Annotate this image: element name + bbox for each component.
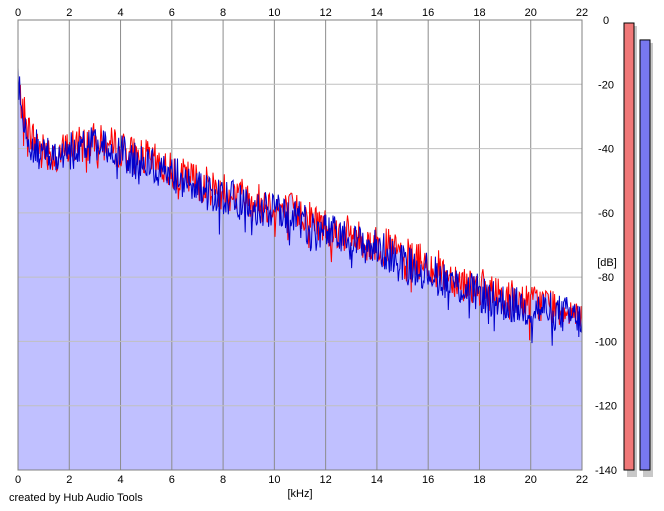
level-meter-bar xyxy=(623,22,635,471)
x-tick-label-top: 14 xyxy=(371,7,383,19)
x-tick-label-top: 6 xyxy=(169,7,175,19)
y-tick-label: -140 xyxy=(595,465,617,477)
x-tick-label-top: 12 xyxy=(320,7,332,19)
x-tick-label-top: 22 xyxy=(576,7,588,19)
level-meter-bar xyxy=(639,39,651,471)
x-tick-label-top: 16 xyxy=(422,7,434,19)
y-tick-label: -120 xyxy=(595,401,617,413)
x-tick-label-top: 18 xyxy=(473,7,485,19)
y-axis-label: [dB] xyxy=(597,257,617,269)
x-tick-label-top: 4 xyxy=(117,7,123,19)
series-blue-line xyxy=(17,67,583,346)
x-tick-label-bottom: 22 xyxy=(576,474,588,486)
x-tick-label-bottom: 10 xyxy=(268,474,280,486)
x-tick-label-top: 2 xyxy=(66,7,72,19)
x-tick-label-bottom: 18 xyxy=(473,474,485,486)
x-tick-label-bottom: 16 xyxy=(422,474,434,486)
plot-border xyxy=(17,19,583,471)
y-tick-label: -100 xyxy=(595,336,617,348)
y-tick-label: -20 xyxy=(598,79,614,91)
x-tick-label-bottom: 8 xyxy=(220,474,226,486)
footer-credit: created by Hub Audio Tools xyxy=(9,492,143,504)
x-tick-label-bottom: 2 xyxy=(66,474,72,486)
x-tick-label-bottom: 4 xyxy=(117,474,123,486)
y-tick-label: -60 xyxy=(598,208,614,220)
x-tick-label-top: 20 xyxy=(525,7,537,19)
x-tick-label-bottom: 14 xyxy=(371,474,383,486)
x-tick-label-top: 0 xyxy=(15,7,21,19)
x-tick-label-top: 8 xyxy=(220,7,226,19)
x-tick-label-bottom: 6 xyxy=(169,474,175,486)
y-tick-label: -40 xyxy=(598,144,614,156)
x-tick-label-bottom: 20 xyxy=(525,474,537,486)
x-axis-label: [kHz] xyxy=(287,488,312,500)
x-tick-label-top: 10 xyxy=(268,7,280,19)
y-tick-label: 0 xyxy=(603,15,609,27)
x-tick-label-bottom: 0 xyxy=(15,474,21,486)
x-tick-label-bottom: 12 xyxy=(320,474,332,486)
y-tick-label: -80 xyxy=(598,272,614,284)
